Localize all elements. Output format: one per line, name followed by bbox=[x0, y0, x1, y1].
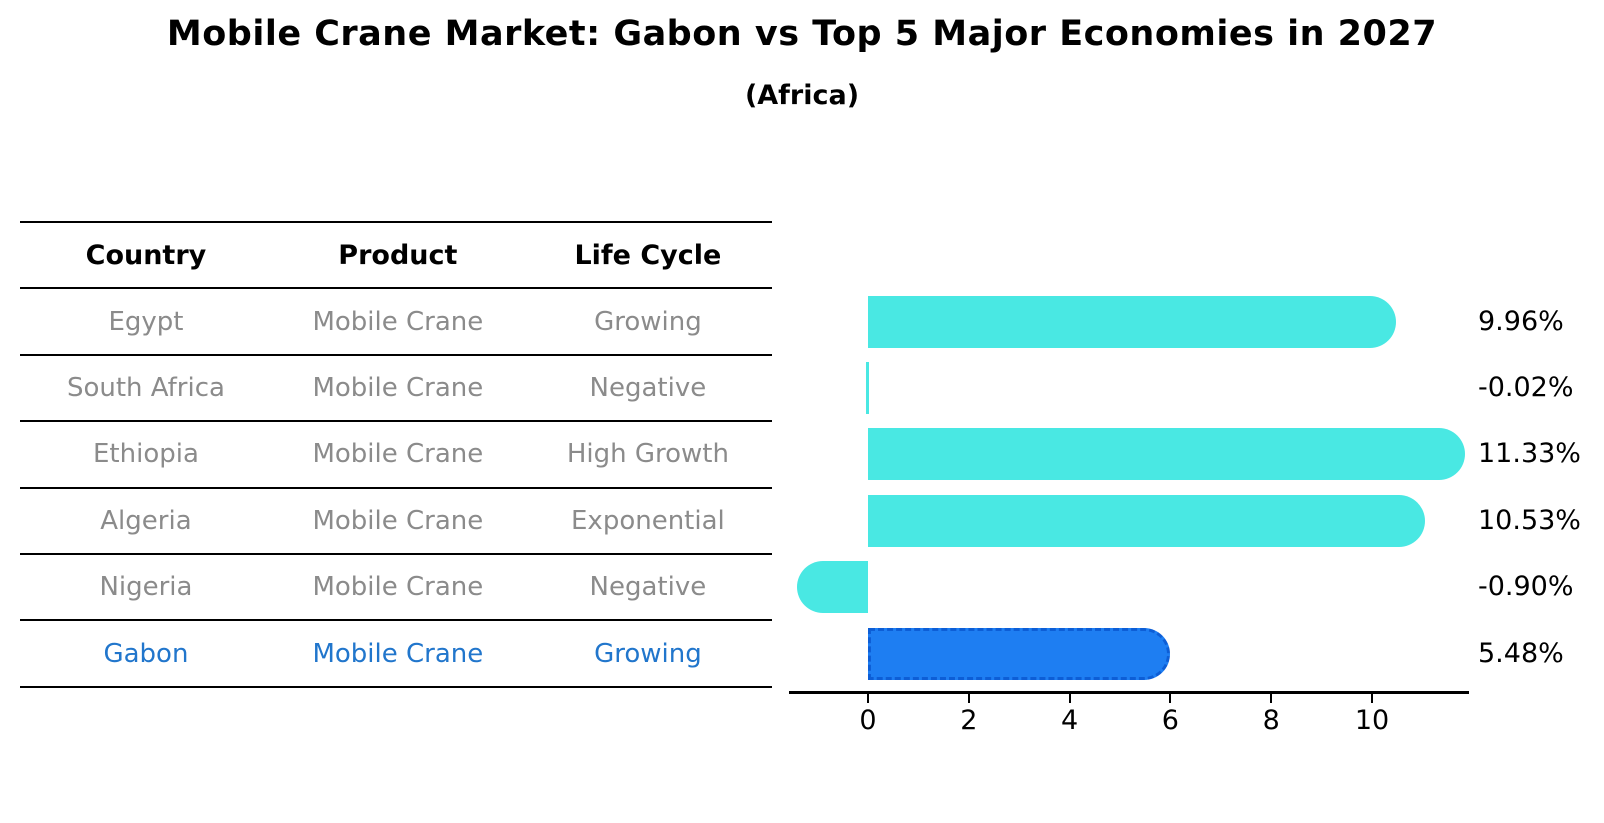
cell-product: Mobile Crane bbox=[312, 439, 484, 470]
table-row: Nigeria Mobile Crane Negative bbox=[20, 567, 772, 607]
table-row: Ethiopia Mobile Crane High Growth bbox=[20, 434, 772, 474]
x-axis-tick-label: 4 bbox=[1061, 705, 1079, 736]
x-axis-line bbox=[789, 691, 1469, 694]
cell-country: Algeria bbox=[100, 505, 192, 536]
bar-value-label: -0.02% bbox=[1478, 372, 1574, 403]
x-axis-tick-label: 6 bbox=[1161, 705, 1179, 736]
bar-gabon-highlighted bbox=[868, 627, 1171, 680]
bar-value-label: 11.33% bbox=[1478, 438, 1581, 470]
x-axis-tick bbox=[867, 692, 869, 703]
table-rule bbox=[20, 221, 772, 223]
cell-life-cycle: High Growth bbox=[566, 439, 729, 470]
chart-subtitle: (Africa) bbox=[744, 80, 860, 111]
cell-product: Mobile Crane bbox=[312, 572, 484, 603]
bar bbox=[868, 494, 1425, 547]
cell-country: Ethiopia bbox=[93, 439, 199, 470]
table-rule bbox=[20, 486, 772, 489]
cell-product: Mobile Crane bbox=[312, 505, 484, 536]
bar-value-label: 9.96% bbox=[1478, 305, 1564, 337]
cell-country: South Africa bbox=[66, 373, 225, 403]
bar bbox=[796, 561, 868, 614]
cell-life-cycle: Negative bbox=[589, 373, 707, 403]
table-row: Algeria Mobile Crane Exponential bbox=[20, 501, 772, 541]
table-rule bbox=[20, 353, 772, 356]
bar bbox=[868, 295, 1396, 348]
cell-country: Nigeria bbox=[99, 572, 193, 603]
table-rule bbox=[20, 420, 772, 423]
x-axis-tick-label: 10 bbox=[1354, 705, 1390, 736]
cell-country: Gabon bbox=[103, 638, 189, 669]
table-rule bbox=[20, 553, 772, 555]
table-row: Gabon Mobile Crane Growing bbox=[20, 634, 772, 674]
cell-life-cycle: Growing bbox=[594, 638, 702, 669]
cell-product: Mobile Crane bbox=[312, 638, 484, 669]
table-header-product: Product bbox=[338, 239, 458, 271]
bar-value-label: 10.53% bbox=[1478, 504, 1581, 536]
cell-country: Egypt bbox=[108, 306, 184, 337]
x-axis-tick-label: 8 bbox=[1262, 705, 1280, 736]
bar bbox=[866, 362, 869, 414]
x-axis-tick bbox=[1270, 692, 1273, 703]
table-header-life-cycle: Life Cycle bbox=[574, 239, 722, 271]
cell-life-cycle: Negative bbox=[589, 572, 707, 603]
table-row: South Africa Mobile Crane Negative bbox=[20, 368, 772, 408]
bar-value-label: 5.48% bbox=[1478, 637, 1564, 669]
cell-product: Mobile Crane bbox=[312, 306, 484, 337]
table-header-row: Country Product Life Cycle bbox=[20, 235, 772, 275]
bar-value-label: -0.90% bbox=[1478, 571, 1574, 603]
x-axis-tick-label: 2 bbox=[960, 705, 978, 736]
table-row: Egypt Mobile Crane Growing bbox=[20, 302, 772, 342]
x-axis-tick-label: 0 bbox=[859, 705, 877, 736]
table-rule bbox=[20, 685, 772, 688]
table-rule bbox=[20, 287, 772, 290]
cell-product: Mobile Crane bbox=[312, 373, 484, 403]
chart-title: Mobile Crane Market: Gabon vs Top 5 Majo… bbox=[166, 14, 1438, 54]
x-axis-tick bbox=[1068, 692, 1071, 703]
table-header-country: Country bbox=[85, 239, 207, 271]
x-axis-tick bbox=[967, 692, 970, 703]
bar bbox=[868, 428, 1466, 481]
cell-life-cycle: Growing bbox=[594, 306, 702, 337]
cell-life-cycle: Exponential bbox=[571, 505, 725, 536]
x-axis-tick bbox=[1169, 692, 1172, 703]
x-axis-tick bbox=[1371, 692, 1373, 703]
table-rule bbox=[20, 619, 772, 622]
